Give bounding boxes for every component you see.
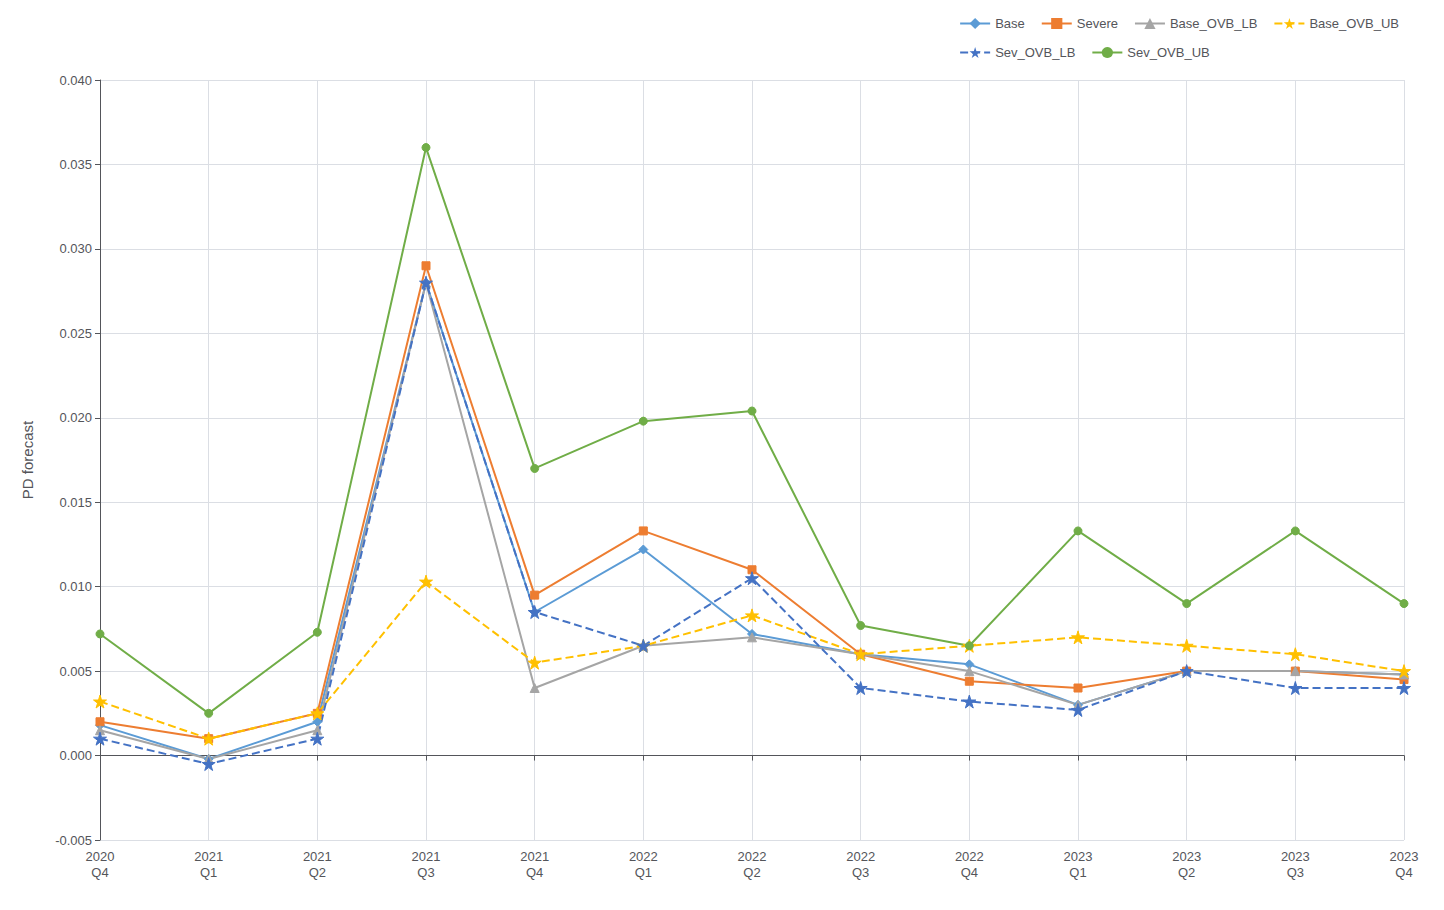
svg-text:Base: Base — [995, 16, 1025, 31]
svg-text:Base_OVB_UB: Base_OVB_UB — [1309, 16, 1399, 31]
svg-text:0.010: 0.010 — [59, 579, 92, 594]
svg-text:2020: 2020 — [86, 849, 115, 864]
svg-text:0.015: 0.015 — [59, 495, 92, 510]
svg-text:Q1: Q1 — [635, 865, 652, 880]
svg-text:2022: 2022 — [846, 849, 875, 864]
svg-text:Q3: Q3 — [417, 865, 434, 880]
svg-text:Q2: Q2 — [743, 865, 760, 880]
svg-text:2023: 2023 — [1390, 849, 1419, 864]
svg-text:Base_OVB_LB: Base_OVB_LB — [1170, 16, 1257, 31]
svg-text:2022: 2022 — [738, 849, 767, 864]
svg-text:2022: 2022 — [629, 849, 658, 864]
svg-text:Q1: Q1 — [1069, 865, 1086, 880]
svg-text:Q2: Q2 — [1178, 865, 1195, 880]
svg-text:Q3: Q3 — [852, 865, 869, 880]
svg-text:Q4: Q4 — [961, 865, 978, 880]
svg-text:Q4: Q4 — [91, 865, 108, 880]
svg-text:2021: 2021 — [520, 849, 549, 864]
svg-text:-0.005: -0.005 — [55, 833, 92, 848]
svg-text:2022: 2022 — [955, 849, 984, 864]
svg-text:Q4: Q4 — [526, 865, 543, 880]
svg-text:2023: 2023 — [1281, 849, 1310, 864]
svg-text:Sev_OVB_LB: Sev_OVB_LB — [995, 45, 1075, 60]
svg-text:2021: 2021 — [412, 849, 441, 864]
svg-text:0.020: 0.020 — [59, 410, 92, 425]
svg-text:0.040: 0.040 — [59, 73, 92, 88]
svg-text:2021: 2021 — [303, 849, 332, 864]
svg-text:0.000: 0.000 — [59, 748, 92, 763]
svg-text:2023: 2023 — [1172, 849, 1201, 864]
svg-text:2021: 2021 — [194, 849, 223, 864]
svg-text:2023: 2023 — [1064, 849, 1093, 864]
svg-text:Severe: Severe — [1077, 16, 1118, 31]
svg-text:Q2: Q2 — [309, 865, 326, 880]
svg-text:0.030: 0.030 — [59, 241, 92, 256]
svg-text:Q1: Q1 — [200, 865, 217, 880]
svg-text:Q3: Q3 — [1287, 865, 1304, 880]
svg-text:PD forecast: PD forecast — [19, 420, 36, 499]
svg-text:0.035: 0.035 — [59, 157, 92, 172]
svg-text:Sev_OVB_UB: Sev_OVB_UB — [1127, 45, 1209, 60]
svg-text:Q4: Q4 — [1395, 865, 1412, 880]
svg-text:0.025: 0.025 — [59, 326, 92, 341]
svg-text:0.005: 0.005 — [59, 664, 92, 679]
